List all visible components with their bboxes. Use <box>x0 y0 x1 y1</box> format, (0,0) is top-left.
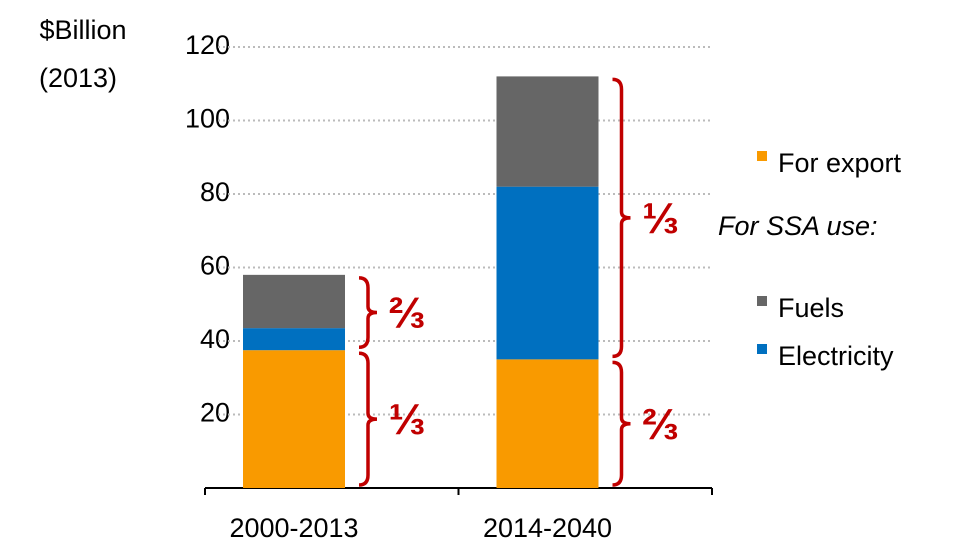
y-tick-label: 20 <box>200 398 230 428</box>
y-tick-label: 120 <box>185 30 230 60</box>
legend-swatch <box>757 151 767 161</box>
legend-label: Fuels <box>778 293 844 323</box>
brace <box>358 276 378 349</box>
x-tick-label: 2000-2013 <box>229 513 358 543</box>
legend-swatch <box>757 296 767 306</box>
bar-segment <box>243 328 345 351</box>
bar-segment <box>496 186 599 360</box>
x-tick-label: 2014-2040 <box>483 513 612 543</box>
bar-segment <box>243 274 345 329</box>
annotation: ⅓ <box>389 396 426 445</box>
legend-swatch <box>757 344 767 354</box>
legend-label: For export <box>778 148 902 178</box>
y-tick-label: 40 <box>200 324 230 354</box>
legend-group-label: For SSA use: <box>718 211 878 241</box>
y-tick-label: 100 <box>185 104 230 134</box>
y-tick-label: 80 <box>200 177 230 207</box>
annotation: ⅔ <box>389 289 426 338</box>
y-tick-label: 60 <box>200 251 230 281</box>
legend-label: Electricity <box>778 341 894 371</box>
y-axis-label: $Billion <box>39 15 126 45</box>
y-axis-label: (2013) <box>39 63 117 93</box>
annotation: ⅔ <box>642 400 679 449</box>
brace <box>612 77 631 359</box>
brace <box>612 360 631 487</box>
bar-segment <box>496 359 599 488</box>
brace <box>358 351 378 487</box>
bar-segment <box>496 76 599 187</box>
bar-segment <box>243 350 345 488</box>
annotation: ⅓ <box>642 195 679 244</box>
